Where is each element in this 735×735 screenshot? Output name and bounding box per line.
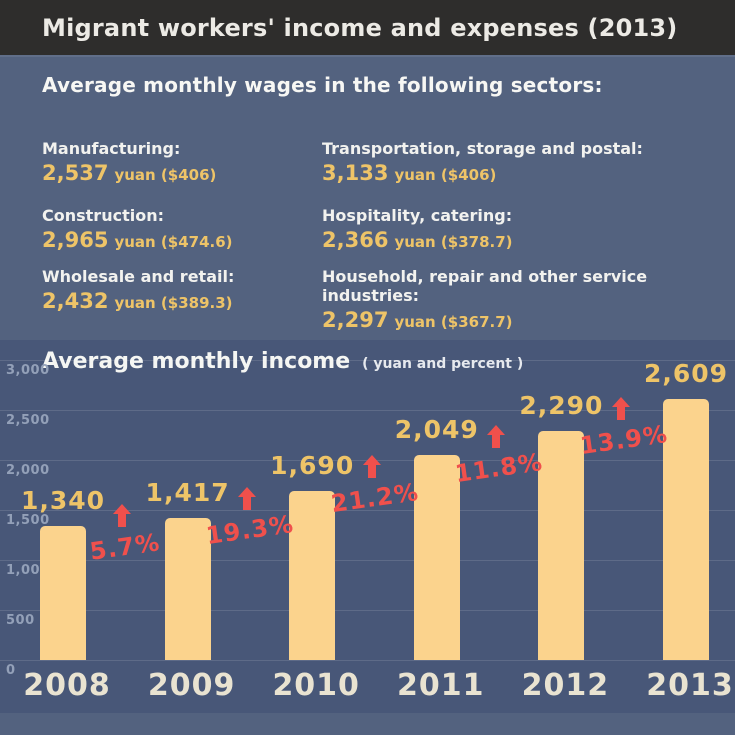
sector-unit: yuan ($406) — [394, 166, 497, 184]
sector-amount: 2,297 — [322, 308, 389, 332]
wages-section-title: Average monthly wages in the following s… — [42, 73, 603, 97]
sector-hospitality: Hospitality, catering: 2,366 yuan ($378.7… — [322, 206, 722, 255]
sector-value: 2,965 yuan ($474.6) — [42, 228, 372, 255]
x-axis-year-label: 2011 — [397, 668, 485, 703]
x-axis-year-label: 2008 — [23, 668, 111, 703]
increase-arrow-icon — [611, 397, 630, 421]
sector-construction: Construction: 2,965 yuan ($474.6) — [42, 206, 372, 255]
page-title: Migrant workers' income and expenses (20… — [42, 13, 678, 42]
bar-value-label: 1,417 — [145, 478, 230, 508]
gridline — [0, 510, 735, 511]
footer-band — [0, 713, 735, 735]
gridline — [0, 660, 735, 661]
sector-transportation: Transportation, storage and postal: 3,13… — [322, 139, 722, 188]
header: Migrant workers' income and expenses (20… — [0, 0, 735, 55]
bar-value-label: 2,609 — [643, 359, 729, 389]
income-bar — [289, 491, 336, 660]
sector-value: 2,537 yuan ($406) — [42, 161, 372, 188]
income-bar — [538, 431, 585, 660]
sector-label: Transportation, storage and postal: — [322, 139, 643, 158]
sector-unit: yuan ($474.6) — [114, 233, 233, 251]
gridline — [0, 360, 735, 361]
increase-arrow-icon — [237, 486, 256, 510]
sector-amount: 2,537 — [42, 161, 109, 185]
increase-arrow-icon — [487, 425, 506, 449]
sector-label: Construction: — [42, 206, 164, 225]
x-axis-year-label: 2009 — [147, 668, 236, 703]
sector-label: Hospitality, catering: — [322, 206, 513, 225]
x-axis-year-label: 2010 — [272, 668, 360, 703]
gridline — [0, 610, 735, 611]
sector-unit: yuan ($389.3) — [114, 294, 233, 312]
bar-value-label: 2,049 — [394, 415, 479, 445]
income-chart-section: Average monthly income ( yuan and percent… — [0, 340, 735, 713]
x-axis-year-label: 2013 — [646, 668, 734, 703]
sector-amount: 2,965 — [42, 228, 109, 252]
gridline — [0, 560, 735, 561]
bar-value-label: 1,340 — [20, 486, 106, 515]
income-bar — [40, 526, 86, 660]
gridline — [0, 410, 735, 411]
sector-household-services: Household, repair and other service indu… — [322, 267, 722, 335]
sector-wholesale-retail: Wholesale and retail: 2,432 yuan ($389.3) — [42, 267, 372, 316]
sector-amount: 2,366 — [322, 228, 389, 252]
y-axis-tick-label: 2,000 — [6, 463, 50, 478]
sector-value: 2,432 yuan ($389.3) — [42, 289, 372, 316]
sector-value: 3,133 yuan ($406) — [322, 161, 722, 188]
bar-value-label: 1,690 — [270, 451, 355, 480]
sector-amount: 2,432 — [42, 289, 109, 313]
sector-manufacturing: Manufacturing: 2,537 yuan ($406) — [42, 139, 372, 188]
y-axis-tick-label: 1,500 — [6, 513, 50, 528]
y-axis-tick-label: 0 — [6, 663, 16, 678]
income-bar — [663, 399, 709, 660]
income-bar — [413, 455, 460, 660]
increase-arrow-icon — [362, 455, 381, 479]
y-axis-tick-label: 3,000 — [6, 363, 50, 378]
sector-label: Household, repair and other service indu… — [322, 267, 648, 305]
bar-value-label: 2,290 — [519, 391, 604, 420]
income-bar — [164, 518, 211, 660]
sector-value: 2,297 yuan ($367.7) — [322, 308, 722, 335]
sector-value: 2,366 yuan ($378.7) — [322, 228, 722, 255]
sector-unit: yuan ($406) — [114, 166, 217, 184]
sector-label: Manufacturing: — [42, 139, 181, 158]
x-axis-year-label: 2012 — [521, 668, 610, 703]
sector-unit: yuan ($378.7) — [394, 233, 513, 251]
wages-section: Average monthly wages in the following s… — [0, 55, 735, 340]
chart-title: Average monthly income ( yuan and percent… — [42, 349, 523, 374]
sector-unit: yuan ($367.7) — [394, 313, 513, 331]
y-axis-tick-label: 2,500 — [6, 413, 50, 428]
chart-title-text: Average monthly income — [42, 349, 351, 374]
sector-label: Wholesale and retail: — [42, 267, 235, 286]
y-axis-tick-label: 1,000 — [6, 563, 50, 578]
chart-subtitle: ( yuan and percent ) — [362, 356, 524, 372]
increase-arrow-icon — [113, 504, 132, 528]
y-axis-tick-label: 500 — [6, 613, 35, 628]
sector-amount: 3,133 — [322, 161, 389, 185]
